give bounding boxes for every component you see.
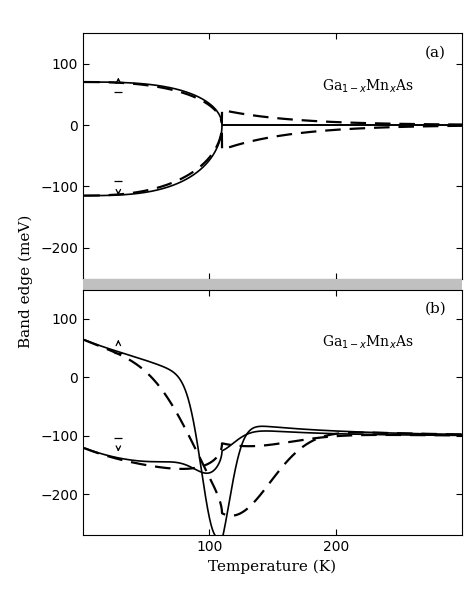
X-axis label: Temperature (K): Temperature (K): [209, 560, 337, 574]
Text: Ga$_{1-x}$Mn$_{x}$As: Ga$_{1-x}$Mn$_{x}$As: [321, 77, 413, 94]
Text: Ga$_{1-x}$Mn$_{x}$As: Ga$_{1-x}$Mn$_{x}$As: [321, 334, 413, 351]
Text: Band edge (meV): Band edge (meV): [19, 214, 33, 348]
Text: (a): (a): [425, 45, 446, 59]
Text: (b): (b): [425, 302, 447, 316]
